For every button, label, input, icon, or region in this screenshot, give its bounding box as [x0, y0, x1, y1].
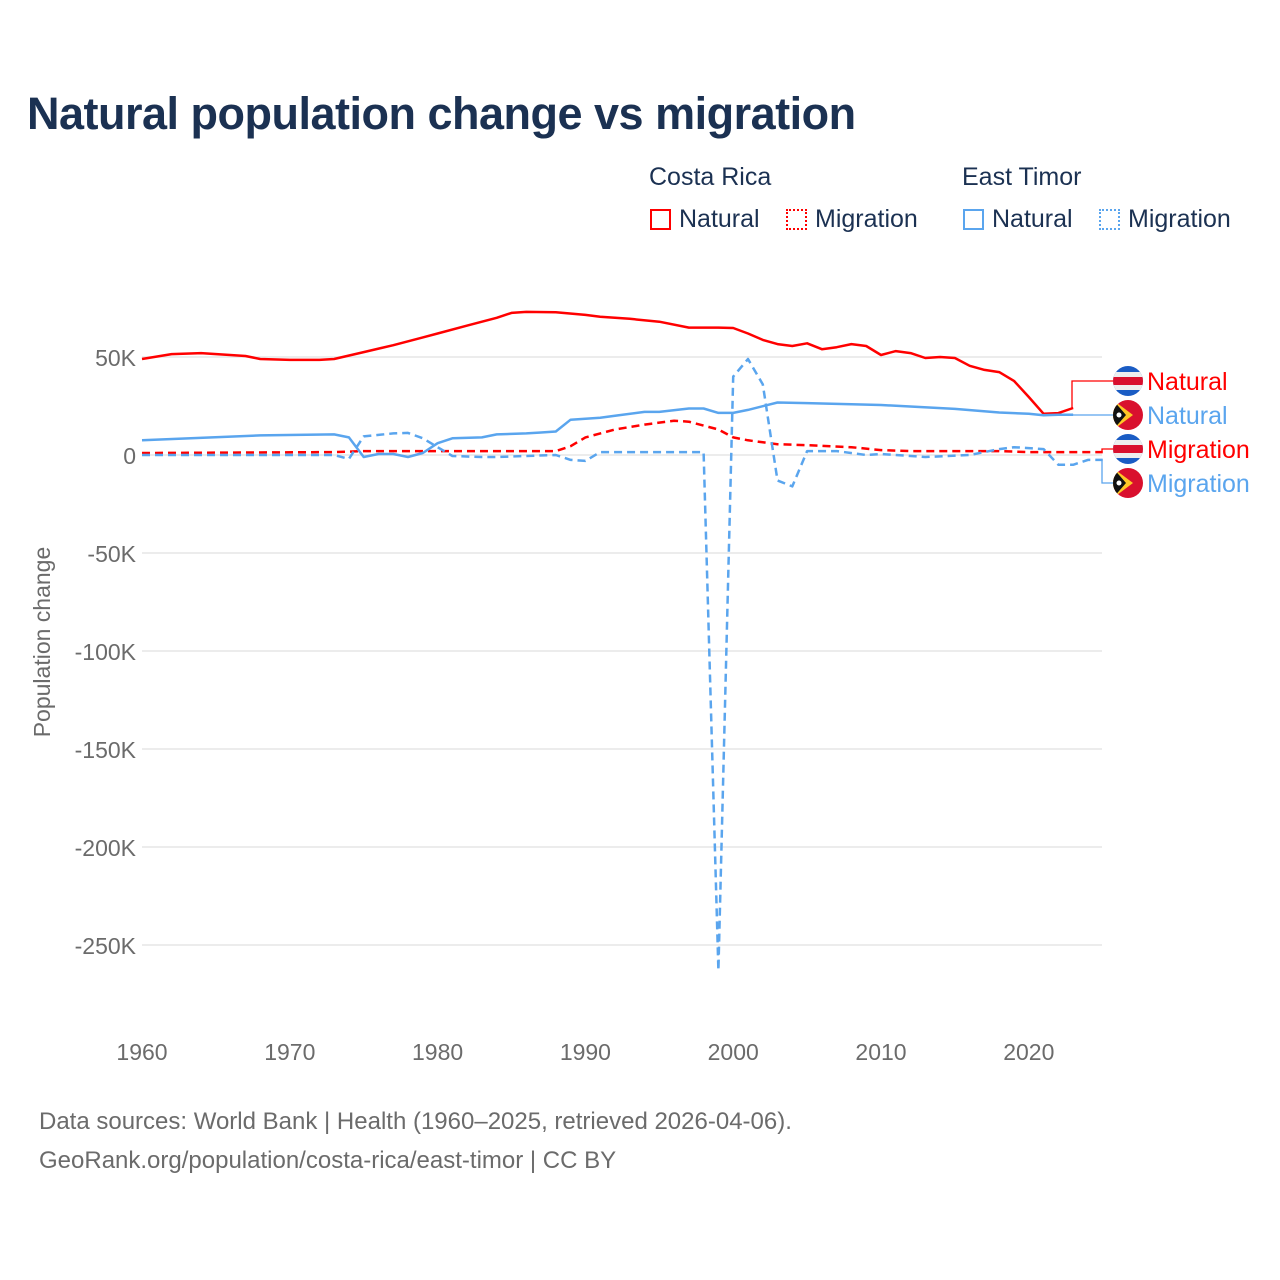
x-tick-label: 2020 — [1003, 1039, 1054, 1065]
costa-rica-natural-line — [141, 310, 1074, 416]
flag-body — [1113, 468, 1143, 498]
legend-item-east-timor-migration[interactable]: Migration — [1099, 205, 1231, 234]
label-connector — [1071, 380, 1113, 409]
y-tick-label: -100K — [75, 639, 137, 665]
costa-rica-flag-icon — [1113, 366, 1143, 396]
x-tick-label: 1970 — [264, 1039, 315, 1065]
flag-star — [1116, 480, 1122, 486]
footer-sources: Data sources: World Bank | Health (1960–… — [39, 1108, 792, 1135]
chart-title: Natural population change vs migration — [27, 88, 856, 139]
costa-rica-flag-icon — [1113, 434, 1143, 464]
y-tick-label: -150K — [75, 737, 137, 763]
end-label: Migration — [1147, 470, 1250, 498]
y-tick-label: -50K — [87, 541, 136, 567]
x-tick-label: 1960 — [116, 1039, 167, 1065]
legend-item-costa-rica-migration[interactable]: Migration — [786, 205, 918, 234]
flag-star — [1116, 412, 1122, 418]
costa-rica-migration-line — [141, 419, 1103, 455]
east-timor-flag-icon — [1113, 468, 1143, 498]
legend-swatch — [786, 209, 807, 230]
legend-swatch — [963, 209, 984, 230]
legend-label: Migration — [815, 205, 918, 233]
y-tick-label: -200K — [75, 835, 137, 861]
flag-body — [1113, 400, 1143, 430]
x-tick-label: 2010 — [855, 1039, 906, 1065]
end-label: Migration — [1147, 436, 1250, 464]
east-timor-flag-icon — [1113, 400, 1143, 430]
flag-body — [1113, 434, 1143, 464]
east-timor-migration-line — [142, 357, 1103, 972]
label-connector — [1101, 459, 1113, 484]
legend-item-east-timor-natural[interactable]: Natural — [963, 205, 1073, 234]
x-tick-label: 1980 — [412, 1039, 463, 1065]
east-timor-natural-line — [141, 401, 1074, 459]
legend-label: Migration — [1128, 205, 1231, 233]
x-tick-label: 1990 — [560, 1039, 611, 1065]
y-tick-label: 50K — [95, 345, 137, 371]
legend-swatch — [650, 209, 671, 230]
end-label: Natural — [1147, 402, 1228, 430]
x-tick-label: 2000 — [708, 1039, 759, 1065]
legend-label: Natural — [992, 205, 1073, 233]
legend-group-east-timor: East Timor — [962, 163, 1082, 191]
y-axis-label: Population change — [29, 547, 55, 738]
legend-label: Natural — [679, 205, 760, 233]
legend-group-costa-rica: Costa Rica — [649, 163, 772, 191]
flag-stripe — [1113, 445, 1143, 453]
y-tick-label: -250K — [75, 933, 137, 959]
label-connector — [1101, 448, 1113, 453]
legend-swatch — [1099, 209, 1120, 230]
legend-item-costa-rica-natural[interactable]: Natural — [650, 205, 760, 234]
footer-link[interactable]: GeoRank.org/population/costa-rica/east-t… — [39, 1147, 617, 1174]
end-label: Natural — [1147, 368, 1228, 396]
y-tick-label: 0 — [123, 443, 136, 469]
flag-body — [1113, 366, 1143, 396]
flag-stripe — [1113, 377, 1143, 385]
